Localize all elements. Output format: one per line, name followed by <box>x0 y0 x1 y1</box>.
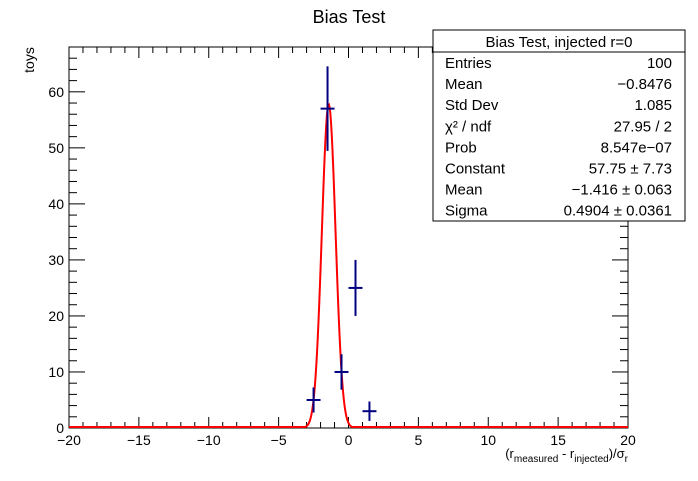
stats-row-value: −1.416 ± 0.063 <box>572 182 672 199</box>
stats-row-value: 57.75 ± 7.73 <box>589 161 672 178</box>
gaussian-fit-group <box>69 102 628 428</box>
stats-row-value: 100 <box>647 55 672 72</box>
x-axis-label: (rmeasured - rinjected)/σr <box>505 446 628 465</box>
x-tick-label: −10 <box>197 432 221 448</box>
y-tick-label: 20 <box>48 308 64 324</box>
stats-row-label: Prob <box>445 139 477 156</box>
stats-row-label: Mean <box>445 76 483 93</box>
stats-row-label: χ² / ndf <box>445 118 492 135</box>
x-tick-label: 0 <box>345 432 353 448</box>
stats-box: Bias Test, injected r=0 Entries 100 Mean −0… <box>432 29 686 222</box>
x-tick-label: 5 <box>414 432 422 448</box>
x-tick-label: 10 <box>480 432 496 448</box>
stats-row-label: Mean <box>445 182 483 199</box>
chart-title: Bias Test <box>313 7 386 27</box>
x-tick-label: −20 <box>57 432 81 448</box>
x-tick-labels: −20 −15 −10 −5 0 5 10 15 20 <box>57 432 636 448</box>
stats-row-value: 0.4904 ± 0.0361 <box>564 203 672 220</box>
x-axis-label-minus: - r <box>558 446 575 461</box>
x-tick-label: 15 <box>550 432 566 448</box>
x-axis-label-open: (r <box>505 446 514 461</box>
data-point <box>348 259 363 316</box>
stats-row-label: Entries <box>445 55 492 72</box>
y-tick-label: 30 <box>48 252 64 268</box>
x-axis-label-close: )/σ <box>609 446 625 461</box>
y-tick-label: 60 <box>48 84 64 100</box>
stats-row-label: Std Dev <box>445 97 499 114</box>
y-tick-label: 0 <box>56 420 64 436</box>
data-point <box>334 354 349 390</box>
y-tick-label: 10 <box>48 364 64 380</box>
data-points <box>306 66 377 421</box>
x-axis-label-sub-r: r <box>625 454 629 465</box>
stats-row-label: Sigma <box>445 203 488 220</box>
stats-row-value: −0.8476 <box>617 76 672 93</box>
gaussian-fit-curve <box>69 102 628 428</box>
y-tick-labels: 0 10 20 30 40 50 60 <box>48 84 64 436</box>
data-point <box>320 66 335 151</box>
y-tick-label: 40 <box>48 196 64 212</box>
stats-row-value: 8.547e−07 <box>601 139 672 156</box>
x-axis-label-sub-measured: measured <box>514 454 558 465</box>
data-point <box>306 387 321 413</box>
x-tick-label: −15 <box>127 432 151 448</box>
data-point <box>362 401 377 421</box>
y-axis-label: toys <box>21 47 37 73</box>
stats-row-label: Constant <box>445 161 506 178</box>
x-tick-label: 20 <box>620 432 636 448</box>
stats-box-border <box>432 29 686 222</box>
y-tick-label: 50 <box>48 140 64 156</box>
stats-row-value: 1.085 <box>634 97 672 114</box>
stats-box-title: Bias Test, injected r=0 <box>486 34 633 51</box>
x-tick-label: −5 <box>271 432 287 448</box>
stats-row-value: 27.95 / 2 <box>614 118 672 135</box>
x-axis-label-sub-injected: injected <box>574 454 608 465</box>
stats-box-rows: Entries 100 Mean −0.8476 Std Dev 1.085 χ² / nd… <box>445 55 672 220</box>
